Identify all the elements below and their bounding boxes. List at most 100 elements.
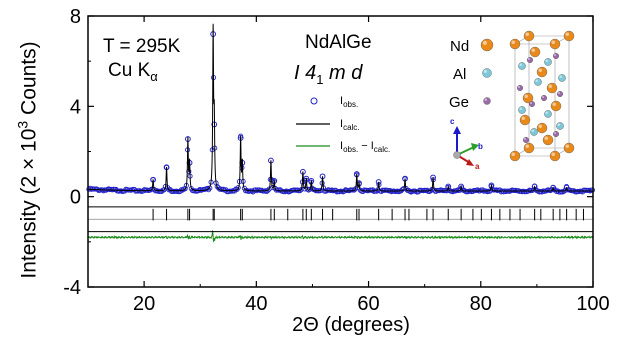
atom-nd (563, 30, 575, 42)
atom-ge-highlight (542, 96, 545, 98)
x-tick-label: 40 (245, 293, 267, 315)
atom-nd (536, 122, 548, 134)
element-label-nd: Nd (450, 38, 470, 55)
y-tick-label: 4 (70, 96, 81, 118)
x-axis-label: 2Θ (degrees) (292, 314, 410, 336)
atom-nd-highlight (551, 152, 555, 156)
observed-peak-point (550, 184, 557, 191)
observed-peak-point (458, 183, 465, 190)
atom-nd-highlight (551, 40, 555, 44)
space-group-label: I 41 m d (294, 62, 363, 87)
x-tick-label: 100 (576, 293, 609, 315)
crystal-structure-figure (453, 30, 575, 166)
axes: -4 0 4 8 20 40 60 80 100 (63, 6, 609, 315)
atom-nd-highlight (524, 94, 528, 98)
atom-nd-highlight (531, 48, 535, 52)
axis-arrowhead-b (471, 143, 479, 151)
atom-ge (517, 84, 524, 91)
observed-point (220, 186, 226, 192)
atom-nd (563, 142, 575, 154)
element-ball-nd (480, 38, 494, 52)
atom-nd-highlight (565, 32, 569, 36)
atom-nd-highlight (511, 40, 515, 44)
atom-nd (509, 38, 521, 50)
axis-c-label: c (450, 117, 455, 126)
atom-nd-highlight (565, 144, 569, 148)
atom-al-highlight (545, 59, 548, 63)
atom-ge-highlight (530, 102, 533, 104)
y-tick-label: 8 (70, 6, 81, 28)
atom-al (544, 58, 552, 66)
calculated-curve (88, 23, 593, 192)
atom-al-highlight (557, 123, 560, 126)
bragg-marks (88, 206, 593, 233)
observed-peak-point (445, 183, 452, 190)
atom-ge (529, 100, 536, 107)
atom-nd-highlight (521, 116, 525, 120)
atom-ge-highlight (554, 132, 557, 135)
atom-nd (529, 46, 541, 58)
atom-ge-highlight (558, 92, 561, 94)
atom-ge (523, 136, 530, 143)
atom-al (530, 128, 538, 136)
atom-ge-highlight (518, 86, 521, 88)
atom-nd-highlight (525, 32, 529, 36)
atom-nd (549, 150, 561, 162)
element-ball-nd-highlight (482, 40, 487, 46)
x-tick-label: 20 (133, 293, 155, 315)
atom-nd-highlight (525, 144, 529, 148)
legend-markers (296, 97, 330, 147)
atom-ge-highlight (528, 58, 531, 60)
atom-nd (536, 66, 548, 78)
atom-ge (553, 53, 560, 60)
atom-nd (519, 114, 531, 126)
y-tick-label: -4 (63, 277, 81, 299)
difference-curve (87, 229, 594, 243)
legend-label-difference: Iobs. − Icalc. (340, 140, 391, 155)
atom-ge (553, 130, 560, 137)
y-axis-label: Intensity (2 × 103 Counts) (14, 41, 41, 279)
atom-nd-highlight (548, 84, 552, 88)
atom-nd (550, 100, 562, 112)
atom-ge-highlight (554, 54, 557, 56)
axis-origin (453, 151, 461, 159)
atom-nd-highlight (511, 152, 515, 156)
x-tick-label: 60 (357, 293, 379, 315)
atom-nd-highlight (538, 124, 542, 128)
element-ball-ge-highlight (484, 98, 487, 101)
atom-nd (546, 82, 558, 94)
y-tick-label: 0 (70, 187, 81, 209)
atom-al-highlight (519, 63, 522, 66)
observed-peak-point (563, 184, 570, 191)
axis-arrowhead-a (466, 159, 474, 166)
observed-point (235, 185, 241, 191)
element-ball-al (482, 68, 492, 78)
atom-nd (549, 38, 561, 50)
atom-nd-highlight (538, 68, 542, 72)
x-tick-label: 80 (470, 293, 492, 315)
atom-al-highlight (531, 129, 534, 133)
atom-nd (523, 30, 535, 42)
observed-point (475, 187, 481, 193)
compound-label: NdAlGe (305, 32, 372, 53)
observed-point (182, 186, 188, 192)
atom-al-highlight (559, 75, 562, 78)
temperature-label: T = 295K (103, 36, 181, 57)
element-label-al: Al (453, 66, 467, 83)
atom-ge (541, 94, 548, 101)
atom-al-highlight (545, 111, 548, 114)
atom-al (518, 106, 526, 114)
atom-al (518, 62, 526, 70)
axis-arrowhead-c (453, 126, 461, 134)
radiation-label: Cu Kα (108, 60, 158, 84)
element-ball-ge (483, 97, 491, 105)
axis-a-label: a (475, 162, 480, 171)
observed-point (351, 187, 357, 193)
element-ball-al-highlight (483, 69, 487, 74)
atom-nd (523, 142, 535, 154)
atom-ge-highlight (524, 138, 527, 141)
legend-label-calculated: Icalc. (340, 118, 360, 133)
calculated-layer (88, 23, 593, 192)
atom-al (558, 74, 566, 82)
